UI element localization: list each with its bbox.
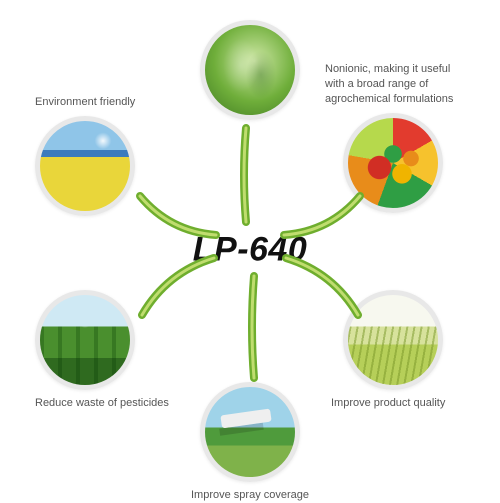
node-wheat: Improve product quality [325, 290, 465, 411]
tractor-spray-icon [35, 290, 135, 390]
node-fruits-label: Nonionic, making it useful with a broad … [325, 62, 465, 107]
wheat-icon [343, 290, 443, 390]
node-plane: Improve spray coverage [180, 382, 320, 503]
fruits-icon [343, 113, 443, 213]
node-tractor: Reduce waste of pesticides [35, 290, 175, 411]
canola-field-icon [35, 116, 135, 216]
node-tractor-label: Reduce waste of pesticides [35, 396, 175, 411]
node-wheat-label: Improve product quality [331, 396, 465, 411]
node-fruits: Nonionic, making it useful with a broad … [325, 62, 465, 213]
crop-duster-icon [200, 382, 300, 482]
node-canola: Environment friendly [35, 95, 175, 216]
center-title: LP-640 [193, 231, 308, 270]
infographic-container: { "infographic": { "type": "radial-infog… [0, 0, 500, 500]
node-plane-label: Improve spray coverage [180, 488, 320, 503]
node-canola-label: Environment friendly [35, 95, 175, 110]
node-leaves [180, 20, 320, 120]
leaves-icon [200, 20, 300, 120]
